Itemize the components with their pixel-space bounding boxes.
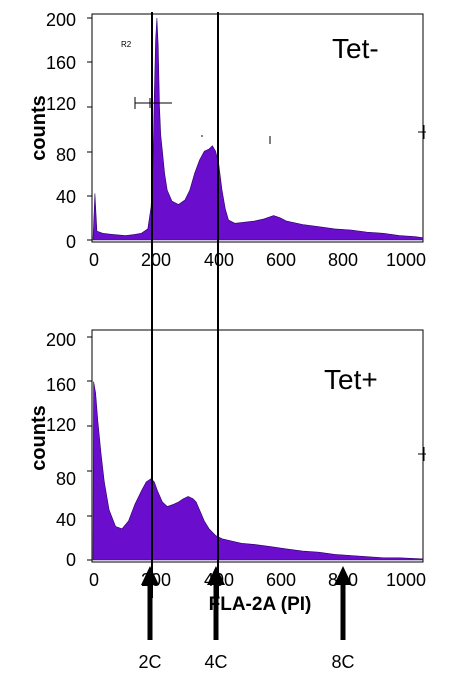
- dna-content-markers: 2C 4C 8C: [138, 12, 355, 672]
- y-tick-label: 200: [46, 330, 76, 350]
- y-tick-label: 80: [56, 469, 76, 489]
- y-tick-label: 120: [46, 94, 76, 114]
- histogram-area-tet-minus: [92, 17, 424, 241]
- arrow-head-2c: [141, 566, 159, 585]
- y-ticks-top: 0 40 80 120 160 200: [46, 10, 92, 252]
- histogram-area-tet-plus: [92, 381, 424, 561]
- y-tick-label: 40: [56, 510, 76, 530]
- arrow-head-8c: [334, 566, 352, 585]
- panel-bottom-frame: [91, 329, 424, 563]
- x-tick-label: 200: [141, 250, 171, 270]
- x-tick-label: 800: [328, 250, 358, 270]
- x-tick-label: 1000: [386, 250, 426, 270]
- y-ticks-bottom: 0 40 80 120 160 200: [46, 330, 92, 570]
- y-tick-label: 200: [46, 10, 76, 30]
- y-axis-title-bottom: counts: [28, 405, 50, 471]
- y-axis-title-top: counts: [28, 95, 50, 161]
- panel-bottom: Tet+ counts 0 40 80 120 160 200 0 200 40…: [28, 329, 426, 615]
- marker-label-8c: 8C: [331, 652, 354, 672]
- y-tick-label: 120: [46, 415, 76, 435]
- x-ticks-top: 0 200 400 600 800 1000: [89, 250, 426, 270]
- y-tick-label: 160: [46, 53, 76, 73]
- gate-label-r2: R2: [121, 40, 132, 49]
- x-tick-label: 0: [89, 250, 99, 270]
- x-tick-label: 1000: [386, 570, 426, 590]
- x-axis-title: FLA-2A (PI): [209, 594, 312, 615]
- x-ticks-bottom: 0 200 400 600 800 1000: [89, 570, 426, 590]
- x-axis-title-bg: [185, 591, 335, 615]
- marker-arrow-2c: 2C: [138, 566, 162, 672]
- marker-arrow-4c: 4C: [204, 566, 228, 672]
- panel-label-tet-minus: Tet-: [332, 33, 379, 64]
- x-tick-label: 600: [266, 570, 296, 590]
- panel-label-tet-plus: Tet+: [324, 364, 378, 395]
- panel-top: Tet- counts R2 0 40 80 120 160 200: [28, 10, 426, 270]
- y-tick-label: 0: [66, 232, 76, 252]
- y-tick-label: 160: [46, 375, 76, 395]
- gate-r2: R2: [121, 40, 172, 109]
- marker-label-4c: 4C: [204, 652, 227, 672]
- panel-top-frame: [91, 13, 424, 243]
- arrow-head-4c: [207, 566, 225, 585]
- y-tick-label: 80: [56, 145, 76, 165]
- x-tick-label: 0: [89, 570, 99, 590]
- marker-label-2c: 2C: [138, 652, 161, 672]
- y-tick-label: 40: [56, 187, 76, 207]
- x-tick-label: 600: [266, 250, 296, 270]
- y-tick-label: 0: [66, 550, 76, 570]
- marker-arrow-8c: 8C: [331, 566, 355, 672]
